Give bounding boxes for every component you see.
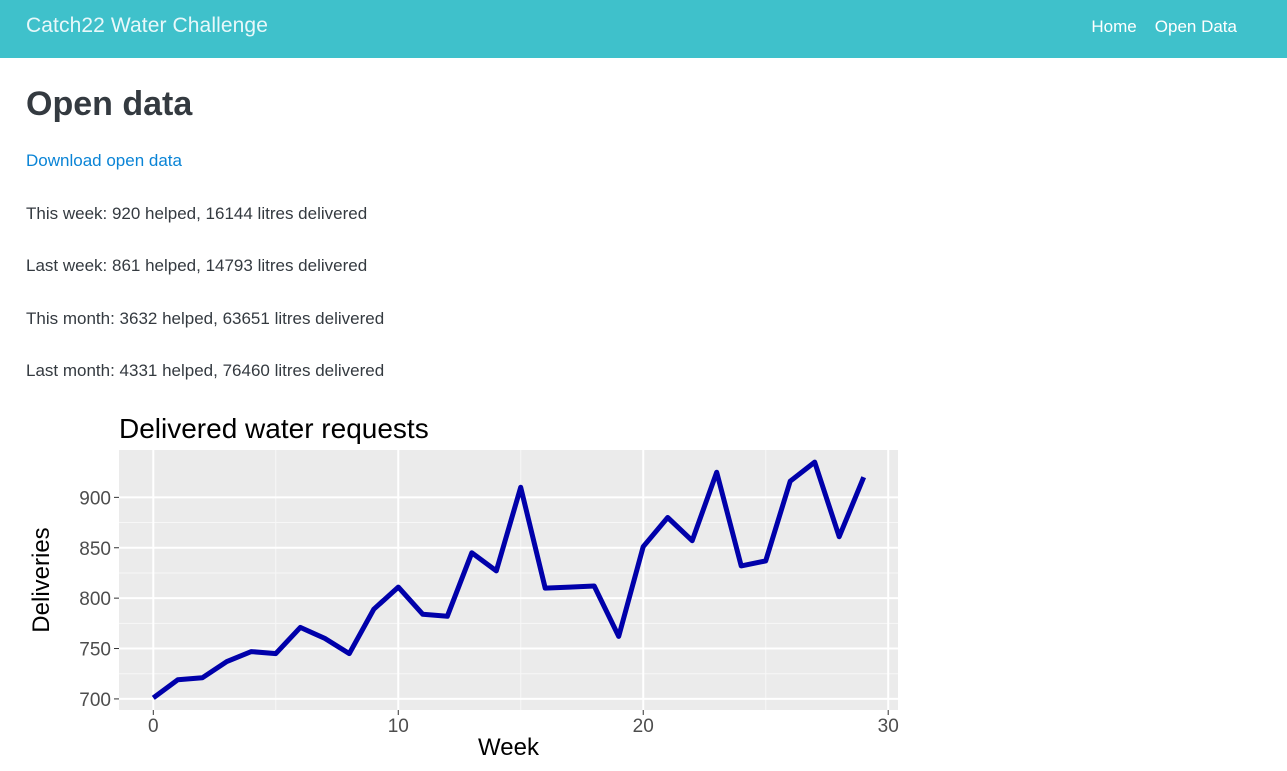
y-axis-label: Deliveries — [28, 527, 55, 632]
deliveries-line-chart: Delivered water requests 0 10 20 30 700 750 80… — [28, 413, 899, 761]
grid-lines — [119, 450, 898, 710]
nav-open-data-link[interactable]: Open Data — [1154, 17, 1237, 36]
page-title: Open data — [26, 85, 193, 123]
series-line-deliveries — [151, 459, 867, 700]
plot-panel — [119, 450, 898, 710]
stat-last-month: Last month: 4331 helped, 76460 litres de… — [26, 361, 385, 380]
chart-title: Delivered water requests — [119, 413, 429, 444]
x-axis-label: Week — [478, 734, 540, 761]
nav-links: Home Open Data — [1091, 17, 1237, 37]
y-tick-label: 750 — [79, 640, 111, 661]
stat-last-week: Last week: 861 helped, 14793 litres deli… — [26, 256, 368, 275]
chart-container: Delivered water requests 0 10 20 30 700 750 80… — [0, 400, 910, 766]
navbar: Catch22 Water Challenge Home Open Data — [0, 0, 1287, 58]
x-tick-label: 10 — [388, 716, 409, 737]
y-tick-label: 850 — [79, 539, 111, 560]
x-tick-label: 20 — [633, 716, 654, 737]
brand-link[interactable]: Catch22 Water Challenge — [26, 14, 268, 37]
stat-this-month: This month: 3632 helped, 63651 litres de… — [26, 309, 385, 328]
y-tick-label: 800 — [79, 589, 111, 610]
y-tick-label: 700 — [79, 690, 111, 711]
x-tick-label: 0 — [148, 716, 159, 737]
download-open-data-link[interactable]: Download open data — [26, 151, 182, 170]
x-tick-label: 30 — [878, 716, 899, 737]
main-content: Open data Download open data This week: … — [26, 84, 384, 380]
stat-this-week: This week: 920 helped, 16144 litres deli… — [26, 204, 368, 223]
axis-ticks: 0 10 20 30 700 750 800 850 900 — [79, 488, 898, 737]
nav-home-link[interactable]: Home — [1091, 17, 1137, 36]
y-tick-label: 900 — [79, 488, 111, 509]
